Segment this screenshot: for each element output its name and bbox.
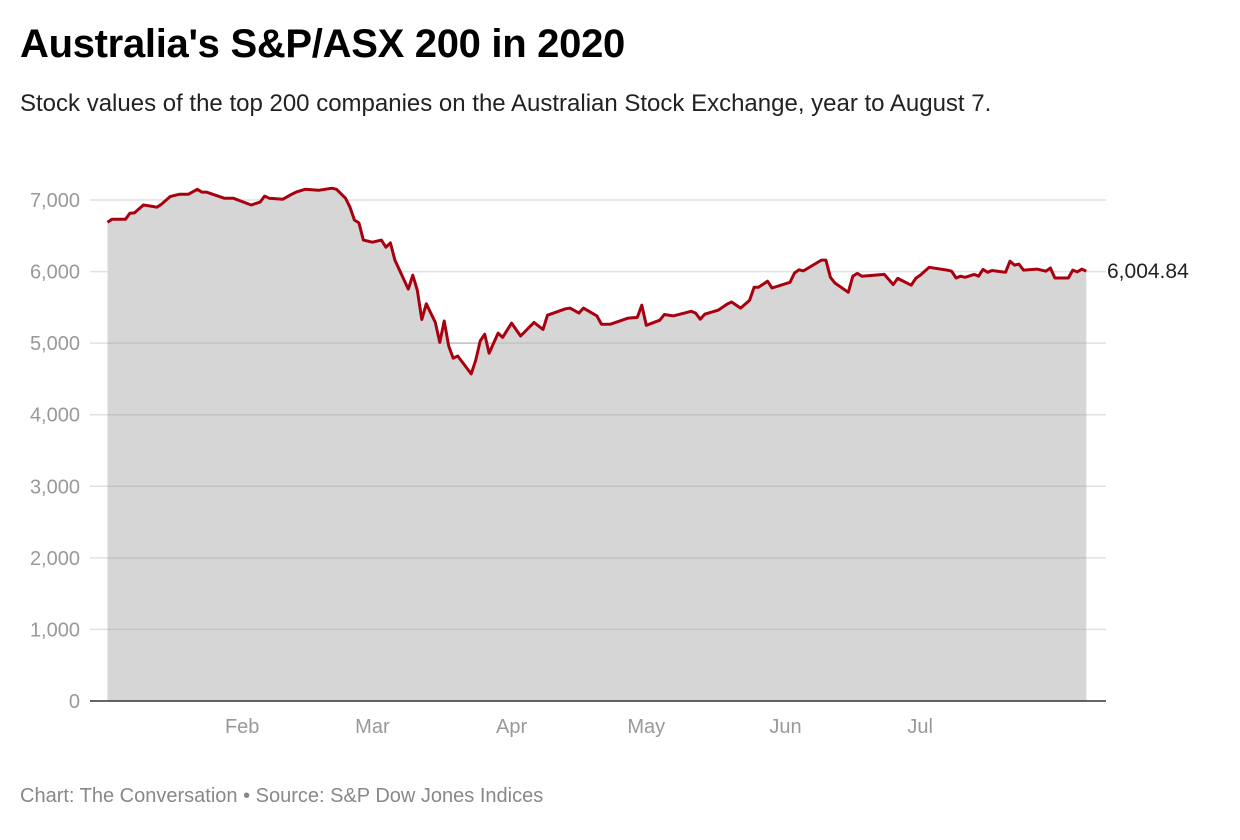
series-line: [106, 186, 1087, 376]
y-tick-label: 4,000: [30, 405, 80, 427]
chart-footer: Chart: The Conversation • Source: S&P Do…: [20, 785, 544, 807]
x-tick-label: Apr: [496, 716, 527, 738]
y-tick-label: 7,000: [30, 190, 80, 212]
y-tick-label: 2,000: [30, 548, 80, 570]
area-fill: [107, 188, 1087, 701]
chart-subtitle: Stock values of the top 200 companies on…: [20, 90, 992, 117]
end-value-label: 6,004.84: [1107, 260, 1189, 283]
x-tick-label: May: [627, 716, 665, 738]
x-tick-label: Jul: [907, 716, 933, 738]
x-tick-label: Feb: [225, 716, 259, 738]
y-tick-label: 3,000: [30, 476, 80, 498]
y-tick-label: 6,000: [30, 262, 80, 284]
chart-title: Australia's S&P/ASX 200 in 2020: [20, 22, 625, 66]
y-tick-label: 5,000: [30, 333, 80, 355]
x-tick-label: Jun: [769, 716, 801, 738]
x-tick-label: Mar: [355, 716, 390, 738]
y-tick-label: 0: [69, 691, 80, 713]
y-tick-label: 1,000: [30, 619, 80, 641]
